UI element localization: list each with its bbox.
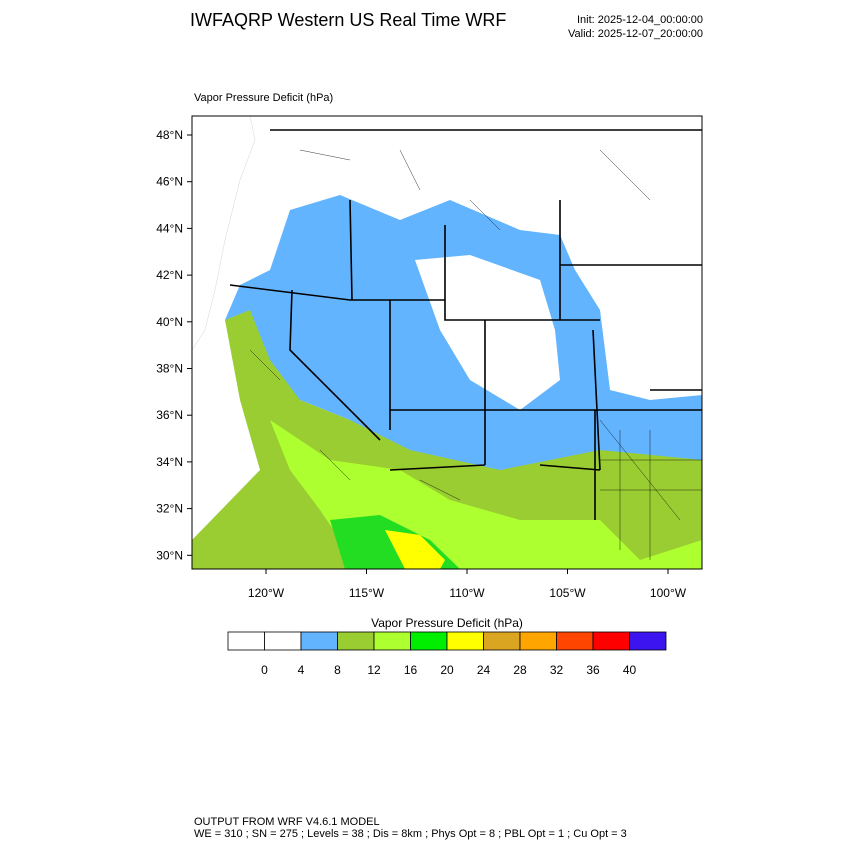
- colorbar-box: [227, 631, 265, 651]
- colorbar-label: 20: [440, 663, 454, 677]
- latitude-label: 44°N: [156, 221, 183, 235]
- longitude-label: 120°W: [248, 586, 285, 600]
- init-time: Init: 2025-12-04_00:00:00: [577, 14, 703, 26]
- colorbar-label: 36: [586, 663, 600, 677]
- colorbar-box: [300, 631, 338, 651]
- latitude-label: 34°N: [156, 455, 183, 469]
- field-label: Vapor Pressure Deficit (hPa): [194, 92, 333, 104]
- latitude-label: 32°N: [156, 502, 183, 516]
- colorbar-box: [592, 631, 630, 651]
- footer-line: WE = 310 ; SN = 275 ; Levels = 38 ; Dis …: [194, 828, 627, 840]
- colorbar-label: 24: [477, 663, 491, 677]
- colorbar-title: Vapor Pressure Deficit (hPa): [371, 616, 523, 630]
- colorbar-label: 8: [334, 663, 341, 677]
- colorbar-label: 12: [367, 663, 381, 677]
- vpd-region-20-24: [385, 530, 445, 569]
- longitude-label: 115°W: [349, 586, 385, 600]
- state-borders: [229, 129, 702, 560]
- colorbar-box: [410, 631, 448, 651]
- colorbar-label: 40: [623, 663, 637, 677]
- colorbar-label: 32: [550, 663, 564, 677]
- valid-time: Valid: 2025-12-07_20:00:00: [568, 28, 703, 40]
- colorbar-label: 28: [513, 663, 527, 677]
- longitude-label: 105°W: [549, 586, 586, 600]
- colorbar-box: [483, 631, 521, 651]
- latitude-label: 36°N: [156, 408, 183, 422]
- colorbar: 0 4 8 12 16 20 24 28 32 36 40: [227, 631, 667, 677]
- latitude-label: 42°N: [156, 268, 183, 282]
- map: [191, 115, 703, 570]
- longitude-label: 100°W: [650, 586, 687, 600]
- latitude-label: 48°N: [156, 128, 183, 142]
- colorbar-box: [556, 631, 594, 651]
- latitude-label: 46°N: [156, 175, 183, 189]
- title: IWFAQRP Western US Real Time WRF: [190, 10, 506, 30]
- latitude-label: 30°N: [156, 548, 183, 562]
- colorbar-label: 4: [298, 663, 305, 677]
- colorbar-box: [337, 631, 375, 651]
- longitude-labels: 120°W 115°W 110°W 105°W 100°W: [248, 569, 687, 600]
- footer-line: OUTPUT FROM WRF V4.6.1 MODEL: [194, 816, 380, 828]
- ocean: [192, 116, 256, 351]
- vpd-region-0-4: [415, 255, 560, 410]
- latitude-label: 38°N: [156, 362, 183, 376]
- colorbar-box: [264, 631, 302, 651]
- latitude-labels: 48°N 46°N 44°N 42°N 40°N 38°N 36°N 34°N 32°N 30°N: [156, 128, 192, 562]
- colorbar-label: 16: [404, 663, 418, 677]
- colorbar-box: [373, 631, 411, 651]
- colorbar-box: [629, 631, 667, 651]
- map-frame: [191, 115, 703, 570]
- colorbar-label: 0: [261, 663, 268, 677]
- latitude-label: 40°N: [156, 315, 183, 329]
- colorbar-box: [446, 631, 484, 651]
- colorbar-box: [519, 631, 557, 651]
- longitude-label: 110°W: [449, 586, 485, 600]
